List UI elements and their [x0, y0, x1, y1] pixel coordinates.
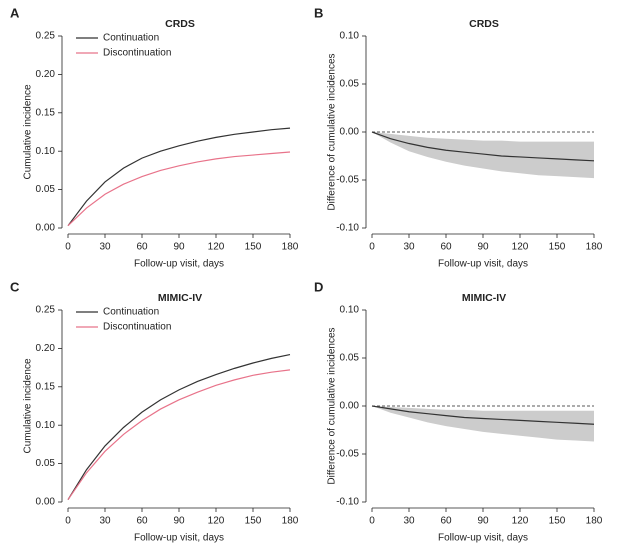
y-tick-label: 0.10 [36, 146, 56, 157]
x-tick-label: 30 [403, 516, 415, 527]
confidence-band [372, 132, 594, 179]
x-tick-label: 60 [440, 516, 452, 527]
x-tick-label: 90 [173, 242, 185, 253]
chart-title: MIMIC-IV [158, 292, 202, 304]
series-line [67, 127, 291, 227]
y-axis-label: Difference of cumulative incidences [327, 53, 338, 210]
chart-title: MIMIC-IV [462, 292, 506, 304]
y-tick-label: -0.10 [336, 497, 359, 508]
panel-label: A [10, 5, 20, 20]
panel-label: D [314, 279, 323, 294]
x-tick-label: 120 [208, 242, 225, 253]
y-tick-label: 0.15 [36, 107, 56, 118]
x-tick-label: 150 [245, 242, 262, 253]
y-tick-label: 0.00 [36, 223, 56, 234]
y-tick-label: 0.10 [340, 305, 360, 316]
x-tick-label: 180 [586, 516, 603, 527]
y-tick-label: 0.00 [340, 401, 360, 412]
x-tick-label: 180 [586, 242, 603, 253]
y-axis-label: Cumulative incidence [23, 358, 34, 453]
x-tick-label: 90 [477, 516, 489, 527]
y-tick-label: 0.15 [36, 381, 56, 392]
x-axis-label: Follow-up visit, days [438, 533, 528, 544]
panel-label: C [10, 279, 20, 294]
y-tick-label: 0.25 [36, 305, 56, 316]
y-tick-label: 0.05 [36, 458, 56, 469]
y-tick-label: -0.05 [336, 449, 359, 460]
y-axis-label: Difference of cumulative incidences [327, 327, 338, 484]
chart-title: CRDS [469, 18, 499, 30]
legend-label: Continuation [103, 307, 159, 318]
x-tick-label: 90 [173, 516, 185, 527]
y-tick-label: 0.05 [36, 184, 56, 195]
legend-label: Discontinuation [103, 48, 171, 59]
chart-title: CRDS [165, 18, 195, 30]
x-tick-label: 120 [512, 242, 529, 253]
y-tick-label: 0.00 [36, 497, 56, 508]
y-tick-label: 0.00 [340, 127, 360, 138]
y-tick-label: 0.05 [340, 353, 360, 364]
x-tick-label: 150 [245, 516, 262, 527]
x-tick-label: 120 [512, 516, 529, 527]
confidence-band [372, 406, 594, 442]
x-tick-label: 90 [477, 242, 489, 253]
x-tick-label: 60 [440, 242, 452, 253]
y-axis-label: Cumulative incidence [23, 84, 34, 179]
x-tick-label: 150 [549, 242, 566, 253]
y-tick-label: 0.05 [340, 79, 360, 90]
series-line [67, 353, 291, 501]
x-tick-label: 30 [99, 242, 111, 253]
x-axis-label: Follow-up visit, days [438, 259, 528, 270]
x-axis-label: Follow-up visit, days [134, 533, 224, 544]
x-tick-label: 30 [403, 242, 415, 253]
x-tick-label: 0 [369, 242, 375, 253]
series-line [67, 369, 291, 501]
x-tick-label: 60 [136, 242, 148, 253]
y-tick-label: 0.20 [36, 69, 56, 80]
y-tick-label: 0.10 [36, 420, 56, 431]
y-tick-label: 0.20 [36, 343, 56, 354]
x-tick-label: 0 [65, 516, 71, 527]
series-line [371, 405, 595, 425]
x-tick-label: 30 [99, 516, 111, 527]
y-tick-label: -0.05 [336, 175, 359, 186]
x-tick-label: 0 [65, 242, 71, 253]
x-tick-label: 120 [208, 516, 225, 527]
series-line [67, 151, 291, 227]
legend-label: Continuation [103, 33, 159, 44]
y-tick-label: -0.10 [336, 223, 359, 234]
x-tick-label: 150 [549, 516, 566, 527]
panel-label: B [314, 5, 323, 20]
series-line [371, 131, 595, 162]
x-tick-label: 180 [282, 516, 299, 527]
y-tick-label: 0.10 [340, 31, 360, 42]
legend-label: Discontinuation [103, 322, 171, 333]
x-tick-label: 60 [136, 516, 148, 527]
x-tick-label: 0 [369, 516, 375, 527]
y-tick-label: 0.25 [36, 31, 56, 42]
x-axis-label: Follow-up visit, days [134, 259, 224, 270]
x-tick-label: 180 [282, 242, 299, 253]
